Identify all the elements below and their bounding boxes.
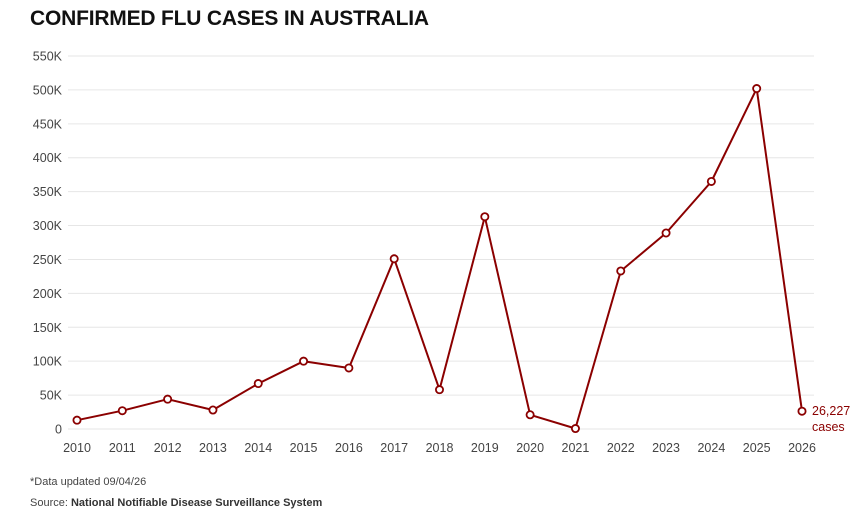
y-tick-label: 50K [40,389,63,403]
data-point [344,363,354,373]
y-axis-tick-labels: 0 50K 100K 150K 200K 250K 300K 350K 400K 450K 500K… [33,50,63,437]
y-tick-label: 250K [33,253,63,267]
source-note: Source: National Notifiable Disease Surv… [30,497,322,509]
y-tick-label: 500K [33,83,63,97]
source-name: National Notifiable Disease Surveillance… [70,497,323,509]
data-point [706,176,716,186]
x-tick-label: 2019 [471,441,499,455]
end-unit-label: cases [812,420,845,434]
series-markers [72,84,807,434]
x-tick-label: 2017 [380,441,408,455]
x-tick-label: 2013 [199,441,227,455]
y-tick-label: 200K [33,287,63,301]
x-axis-tick-labels: 2010 2011 2012 2013 2014 2015 2016 2017 2018 2019… [63,441,816,455]
x-tick-label: 2010 [63,441,91,455]
data-point [570,424,580,434]
data-point [208,405,218,415]
y-tick-label: 450K [33,117,63,131]
x-tick-label: 2022 [607,441,635,455]
data-point [661,228,671,238]
data-point [117,406,127,416]
x-tick-label: 2020 [516,441,544,455]
x-tick-label: 2024 [697,441,725,455]
y-tick-label: 300K [33,219,63,233]
y-tick-label: 350K [33,185,63,199]
data-point [797,406,807,416]
data-point [389,254,399,264]
data-updated-note: *Data updated 09/04/26 [30,476,147,488]
y-tick-label: 100K [33,355,63,369]
data-point [616,266,626,276]
y-tick-label: 550K [33,50,63,64]
y-tick-label: 0 [55,423,62,437]
gridlines [68,55,814,430]
y-tick-label: 400K [33,151,63,165]
x-tick-label: 2014 [244,441,272,455]
data-point [434,385,444,395]
data-point [163,394,173,404]
x-tick-label: 2018 [426,441,454,455]
x-tick-label: 2011 [109,441,136,455]
x-tick-label: 2012 [154,441,182,455]
y-tick-label: 150K [33,321,63,335]
data-point [299,356,309,366]
chart-title: CONFIRMED FLU CASES IN AUSTRALIA [30,7,429,30]
end-value-label: 26,227 [812,404,850,418]
x-tick-label: 2015 [290,441,318,455]
data-point [253,379,263,389]
series-line [76,87,803,430]
data-point [480,212,490,222]
data-point [752,84,762,94]
x-tick-label: 2021 [562,441,590,455]
x-tick-label: 2026 [788,441,816,455]
x-tick-label: 2025 [743,441,771,455]
x-tick-label: 2023 [652,441,680,455]
x-tick-label: 2016 [335,441,363,455]
data-point [72,415,82,425]
source-prefix: Source: [30,497,71,509]
data-point [525,410,535,420]
